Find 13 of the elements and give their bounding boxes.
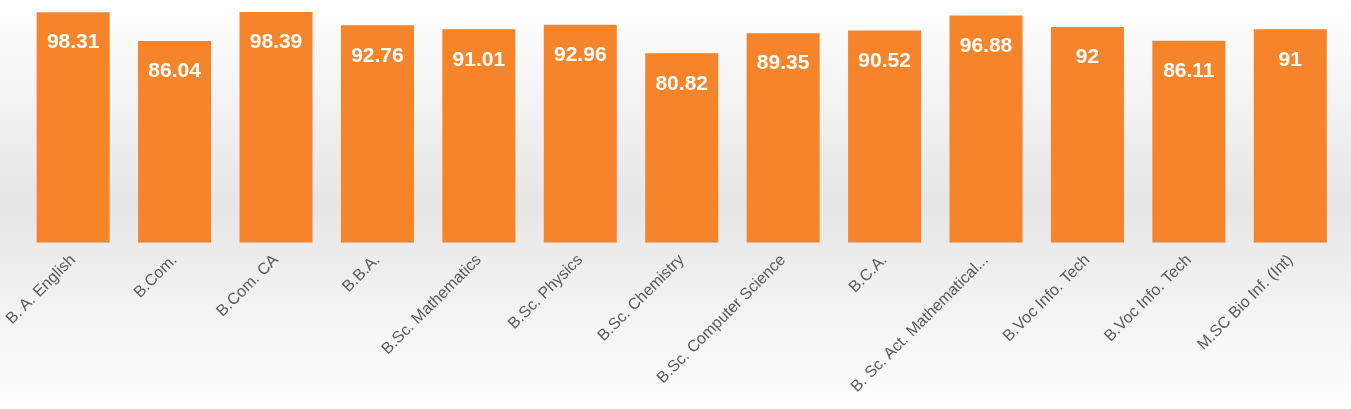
data-label: 98.39 xyxy=(249,29,303,53)
data-label: 90.52 xyxy=(858,47,911,71)
data-label: 80.82 xyxy=(655,70,708,94)
data-label: 91 xyxy=(1278,46,1303,70)
data-label: 92 xyxy=(1075,44,1100,68)
data-label: 86.04 xyxy=(148,58,202,82)
data-label: 96.88 xyxy=(959,32,1013,56)
data-label: 98.31 xyxy=(46,29,100,53)
data-label: 92.76 xyxy=(351,42,404,66)
data-label: 91.01 xyxy=(452,46,506,70)
data-label: 89.35 xyxy=(756,50,810,74)
data-label: 92.96 xyxy=(554,42,607,66)
data-label: 86.11 xyxy=(1163,58,1215,82)
